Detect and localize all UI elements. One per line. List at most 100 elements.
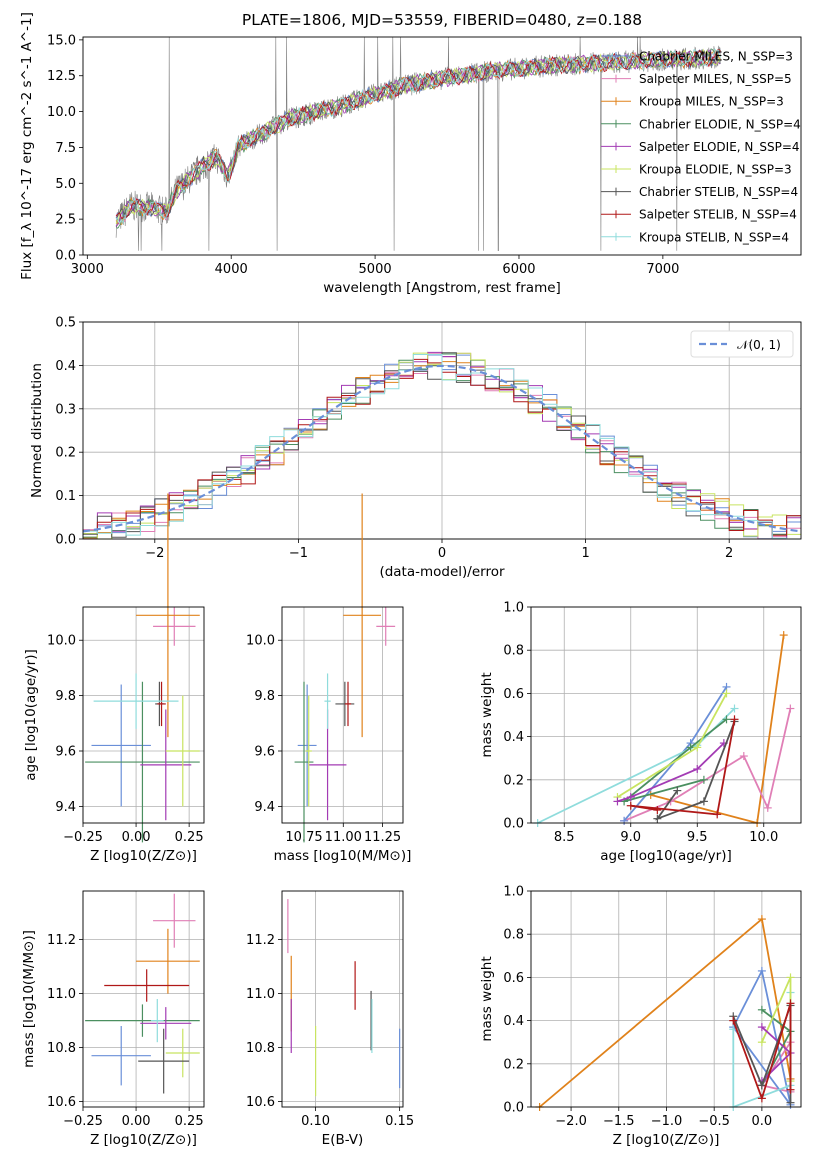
y-axis-label: mass weight [479,672,495,757]
model-spectrum-line [115,48,721,219]
x-tick-label: 7000 [646,262,679,277]
x-axis-label: Z [log10(Z/Z⊙)] [90,1132,197,1148]
axes-frame [82,36,802,256]
model-spectrum-line [115,48,721,229]
weight-vs-metallicity-panel: −2.0 −1.5 −1.0 −0.5 0.0 0.0 0.2 0.4 0.6 0.8 1.0 Z [… [479,885,802,1148]
y-tick-label: 2.5 [55,213,76,228]
axes-frame [82,606,205,824]
weight-line [732,968,792,1106]
legend-entry: Kroupa ELODIE, N_SSP=3 [639,163,792,177]
weight-line [732,1003,792,1102]
axes-frame [530,890,802,1108]
x-tick-label: 4000 [215,262,248,277]
x-tick-label: −0.25 [63,830,103,845]
axes-frame [281,606,404,824]
y-tick-label: 0.0 [55,249,76,264]
y-axis-label: Flux [f_λ 10^-17 erg cm^-2 s^-1 A^-1] [19,12,35,280]
legend-entry: Salpeter ELODIE, N_SSP=4 [639,140,800,154]
residual-histogram [82,354,801,540]
chart-title: PLATE=1806, MJD=53559, FIBERID=0480, z=0… [242,11,642,29]
axes-frame [82,321,802,540]
legend-entry: Salpeter STELIB, N_SSP=4 [639,208,797,222]
x-tick-label: −0.5 [698,1114,730,1129]
legend-entry: Chabrier ELODIE, N_SSP=4 [639,117,801,131]
y-tick-label: 0.4 [503,1014,524,1029]
y-tick-label: 9.8 [55,689,76,704]
y-tick-label: 11.0 [246,987,275,1002]
model-spectrum-line [115,49,721,220]
y-tick-label: 0.0 [503,817,524,832]
legend-entry: Chabrier STELIB, N_SSP=4 [639,185,798,199]
axes-frame [82,890,205,1108]
y-tick-label: 15.0 [47,33,76,48]
y-tick-label: 9.8 [254,689,275,704]
y-tick-label: 0.1 [55,489,76,504]
y-tick-label: 10.8 [47,1041,76,1056]
y-tick-label: 10.0 [47,105,76,120]
weight-line [630,719,736,816]
y-tick-label: 9.4 [55,800,76,815]
x-axis-label: wavelength [Angstrom, rest frame] [323,280,561,296]
y-tick-label: 0.8 [503,644,524,659]
y-tick-label: 10.6 [246,1095,275,1110]
mass-vs-metallicity-panel: −0.25 0.00 0.25 10.6 10.8 11.0 11.2 Z [log10(Z/… [21,890,205,1148]
model-spectrum-line [115,49,721,228]
model-spectrum-line [115,48,721,224]
x-tick-label: 9.0 [620,830,641,845]
y-tick-label: 9.6 [254,745,275,760]
y-axis-label: age [log10(age/yr)] [23,649,39,781]
weight-line [539,917,792,1108]
x-axis-label: mass [log10(M/M⊙)] [274,848,412,864]
age-vs-metallicity-panel: −0.25 0.00 0.25 9.4 9.6 9.8 10.0 Z [log10(Z/Z⊙)… [23,493,205,864]
legend-entry: Salpeter MILES, N_SSP=5 [639,72,792,86]
x-tick-label: 0 [438,546,446,561]
y-tick-label: 0.4 [55,359,76,374]
x-tick-label: −1.0 [651,1114,683,1129]
x-tick-label: 0.15 [385,1114,414,1129]
spectrum-panel: 3000 4000 5000 6000 7000 0.0 2.5 5.0 7.5 10.0 12.5… [19,11,802,296]
y-tick-label: 10.0 [47,634,76,649]
x-axis-label: E(B-V) [322,1132,364,1148]
x-tick-label: −0.25 [63,1114,103,1129]
x-tick-label: 10.0 [749,830,778,845]
x-tick-label: 6000 [502,262,535,277]
x-tick-label: 1 [581,546,589,561]
y-axis-label: Normed distribution [29,363,45,498]
legend-entry: Chabrier MILES, N_SSP=3 [639,50,793,64]
normal-curve-line [82,364,802,533]
y-tick-label: 10.6 [47,1095,76,1110]
y-tick-label: 5.0 [55,177,76,192]
y-tick-label: 0.3 [55,402,76,417]
legend-entry: 𝒩(0, 1) [737,338,781,352]
x-tick-label: 9.5 [687,830,708,845]
weight-vs-age-panel: 8.5 9.0 9.5 10.0 0.0 0.2 0.4 0.6 0.8 1.0 age [log1… [479,601,802,864]
y-tick-label: 1.0 [503,885,524,900]
x-tick-label: 0.0 [752,1114,773,1129]
weight-line [617,692,728,798]
y-tick-label: 9.6 [55,745,76,760]
x-tick-label: 8.5 [554,830,575,845]
x-tick-label: 0.10 [301,1114,330,1129]
x-tick-label: −2.0 [555,1114,587,1129]
x-tick-label: 0.25 [175,1114,204,1129]
x-axis-label: age [log10(age/yr)] [600,848,732,864]
y-tick-label: 11.2 [246,933,275,948]
y-tick-label: 10.0 [246,634,275,649]
x-tick-label: 11.00 [325,830,362,845]
x-tick-label: 5000 [359,262,392,277]
model-spectrum-line [115,48,721,219]
x-tick-label: 0.25 [175,830,204,845]
y-tick-label: 0.0 [503,1101,524,1116]
x-tick-label: −2 [145,546,164,561]
x-axis-label: Z [log10(Z/Z⊙)] [90,848,197,864]
axes-frame [281,890,404,1108]
residuals-panel: −2 −1 0 1 2 0.0 0.1 0.2 0.3 0.4 0.5 (data-model)/er… [29,316,802,580]
y-tick-label: 0.2 [503,773,524,788]
legend-entry: Kroupa STELIB, N_SSP=4 [639,230,789,244]
y-tick-label: 0.2 [503,1057,524,1072]
weight-line [617,742,725,803]
x-tick-label: 11.25 [364,830,401,845]
y-tick-label: 0.6 [503,971,524,986]
mass-vs-ebv-panel: 0.10 0.15 10.6 10.8 11.0 11.2 E(B-V) [246,890,414,1148]
